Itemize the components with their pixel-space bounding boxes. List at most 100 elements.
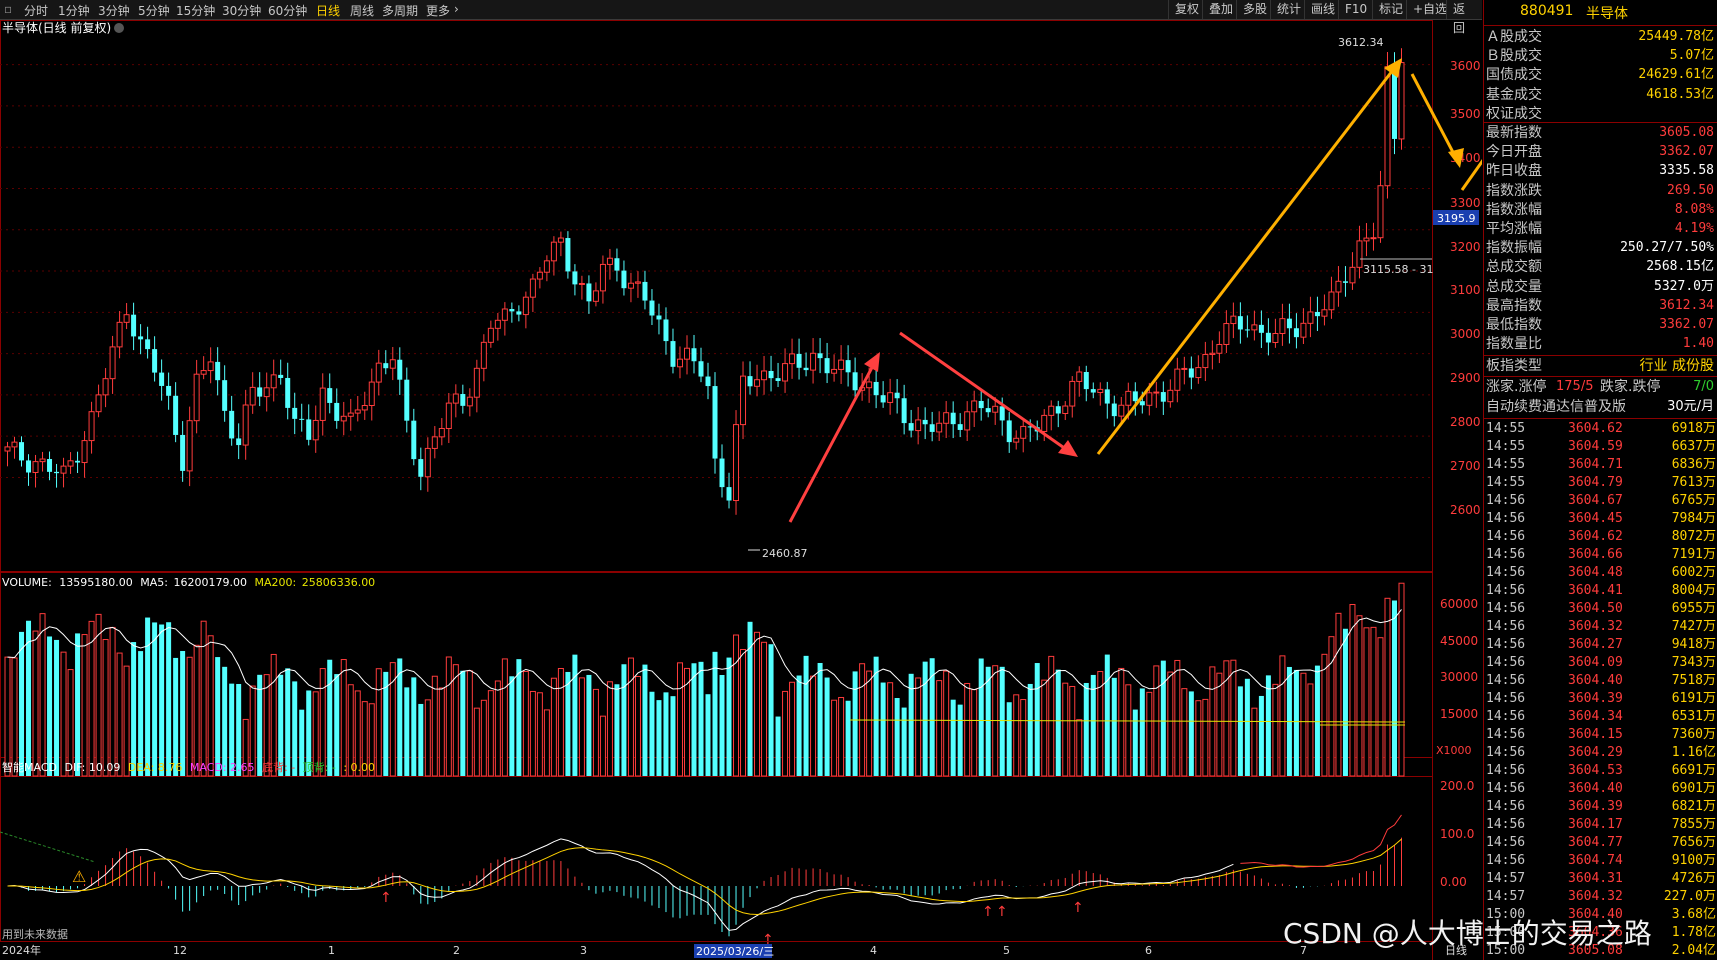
volume-bar [516, 659, 522, 776]
back-button[interactable]: 返回 [1446, 0, 1482, 35]
period-tab[interactable]: 3分钟 [98, 4, 130, 18]
period-tab-active[interactable]: 日线 [316, 4, 341, 18]
updown-value: 175/5 [1556, 379, 1594, 394]
menu-icon[interactable]: ▫ [4, 2, 13, 16]
volume-bar [1230, 659, 1237, 777]
candle-body [887, 392, 894, 403]
add-watchlist-button[interactable]: +自选 [1406, 0, 1453, 19]
tick-price: 3604.59 [1568, 439, 1623, 454]
tick-price: 3604.66 [1568, 547, 1623, 562]
tick-volume: 7984万 [1671, 511, 1716, 526]
volume-bar [1328, 636, 1335, 777]
volume-axis-label: 15000 [1440, 707, 1478, 721]
candle-body [368, 381, 375, 407]
candle-body [1118, 404, 1125, 417]
volume-bar [522, 670, 529, 777]
candle-body [971, 400, 978, 413]
candle-body [166, 385, 172, 396]
candle-body [1202, 353, 1209, 369]
candle-body [1174, 368, 1181, 391]
settings-icon[interactable] [114, 23, 124, 33]
volume-bar [312, 691, 319, 777]
candle-body [173, 395, 179, 435]
macd-zero: : 0.00 [343, 761, 375, 774]
volume-bar [32, 630, 39, 777]
candle-body [557, 237, 564, 243]
volume-bar [838, 697, 845, 777]
volume-bar [880, 682, 886, 776]
tick-time: 14:56 [1486, 547, 1526, 562]
macd-dif-line-red [1240, 814, 1402, 868]
stats-button[interactable]: 统计 [1270, 0, 1307, 19]
candle-body [312, 419, 319, 441]
candle-body [789, 353, 796, 365]
candle-body [606, 257, 613, 265]
period-tab-more[interactable]: 更多 [426, 4, 451, 18]
period-tab[interactable]: 周线 [350, 4, 375, 18]
candle-body [47, 459, 53, 472]
time-label: 5 [1003, 944, 1010, 957]
period-tab[interactable]: 5分钟 [138, 4, 170, 18]
tick-row: 14:56 3604.74 9100万 [1486, 852, 1716, 870]
candle-body [1104, 389, 1110, 404]
candle-body [768, 370, 774, 379]
f10-button[interactable]: F10 [1338, 0, 1373, 19]
period-tab[interactable]: 30分钟 [222, 4, 262, 18]
candle-body [1384, 66, 1391, 187]
candle-body [340, 415, 347, 422]
period-tab[interactable]: 60分钟 [268, 4, 308, 18]
stat-value: 3605.08 [1659, 125, 1714, 140]
tick-time: 14:56 [1486, 583, 1526, 598]
volume-bar [368, 703, 375, 777]
tick-time: 14:57 [1486, 889, 1526, 904]
candle-body [733, 424, 740, 502]
candle-body [1139, 401, 1145, 406]
cursor-date-bg [694, 944, 772, 958]
price-axis-label: 3100 [1450, 283, 1481, 297]
period-tab[interactable]: 多周期 [382, 4, 419, 18]
candle-body [411, 420, 417, 460]
volume-bar [803, 655, 809, 776]
tick-price: 3604.45 [1568, 511, 1623, 526]
overlay-button[interactable]: 叠加 [1202, 0, 1239, 19]
volume-bar [543, 709, 550, 777]
volume-bar [278, 674, 284, 776]
stat-label: 总成交量 [1486, 278, 1542, 295]
candle-body [1272, 333, 1279, 343]
tick-row: 15:00 3605.08 2.04亿 [1486, 942, 1716, 960]
candle-body [445, 402, 452, 430]
draw-button[interactable]: 画线 [1304, 0, 1341, 19]
candle-body [565, 238, 571, 272]
candle-body [145, 339, 151, 350]
volume-bar [452, 664, 459, 777]
chevron-right-icon[interactable]: › [454, 2, 459, 16]
tick-time: 14:56 [1486, 511, 1526, 526]
volume-bar [1069, 685, 1076, 777]
period-tab[interactable]: 1分钟 [58, 4, 90, 18]
kline-chart[interactable]: 3600 3500 3400 3300 3200 3100 3000 2900 … [0, 20, 1482, 960]
stat-row: 权证成交 [1486, 105, 1716, 123]
candle-body [978, 400, 984, 409]
stat-label: 总成交额 [1486, 259, 1542, 276]
volume-bar [1314, 665, 1320, 776]
volume-unit: X1000 [1436, 744, 1472, 757]
volume-bar [1258, 695, 1264, 776]
volume-prefix: VOLUME: [2, 576, 52, 589]
volume-bar [873, 656, 879, 776]
high-label: 3612.34 [1338, 36, 1384, 49]
volume-bar [929, 658, 935, 776]
macd-name: 智能MACD [2, 760, 57, 774]
volume-bar [775, 716, 781, 776]
tick-row: 14:56 3604.40 6901万 [1486, 780, 1716, 798]
mark-button[interactable]: 标记 [1372, 0, 1409, 19]
tick-volume: 7427万 [1671, 619, 1716, 634]
candle-body [200, 370, 207, 375]
candle-body [1188, 368, 1194, 378]
service-price[interactable]: 30元/月 [1667, 399, 1714, 414]
period-tab[interactable]: 15分钟 [176, 4, 216, 18]
fuquan-button[interactable]: 复权 [1168, 0, 1205, 19]
period-tab[interactable]: 分时 [24, 4, 49, 18]
candle-body [327, 388, 333, 403]
service-text[interactable]: 自动续费通达信普及版 [1486, 399, 1626, 415]
multi-stock-button[interactable]: 多股 [1236, 0, 1273, 19]
